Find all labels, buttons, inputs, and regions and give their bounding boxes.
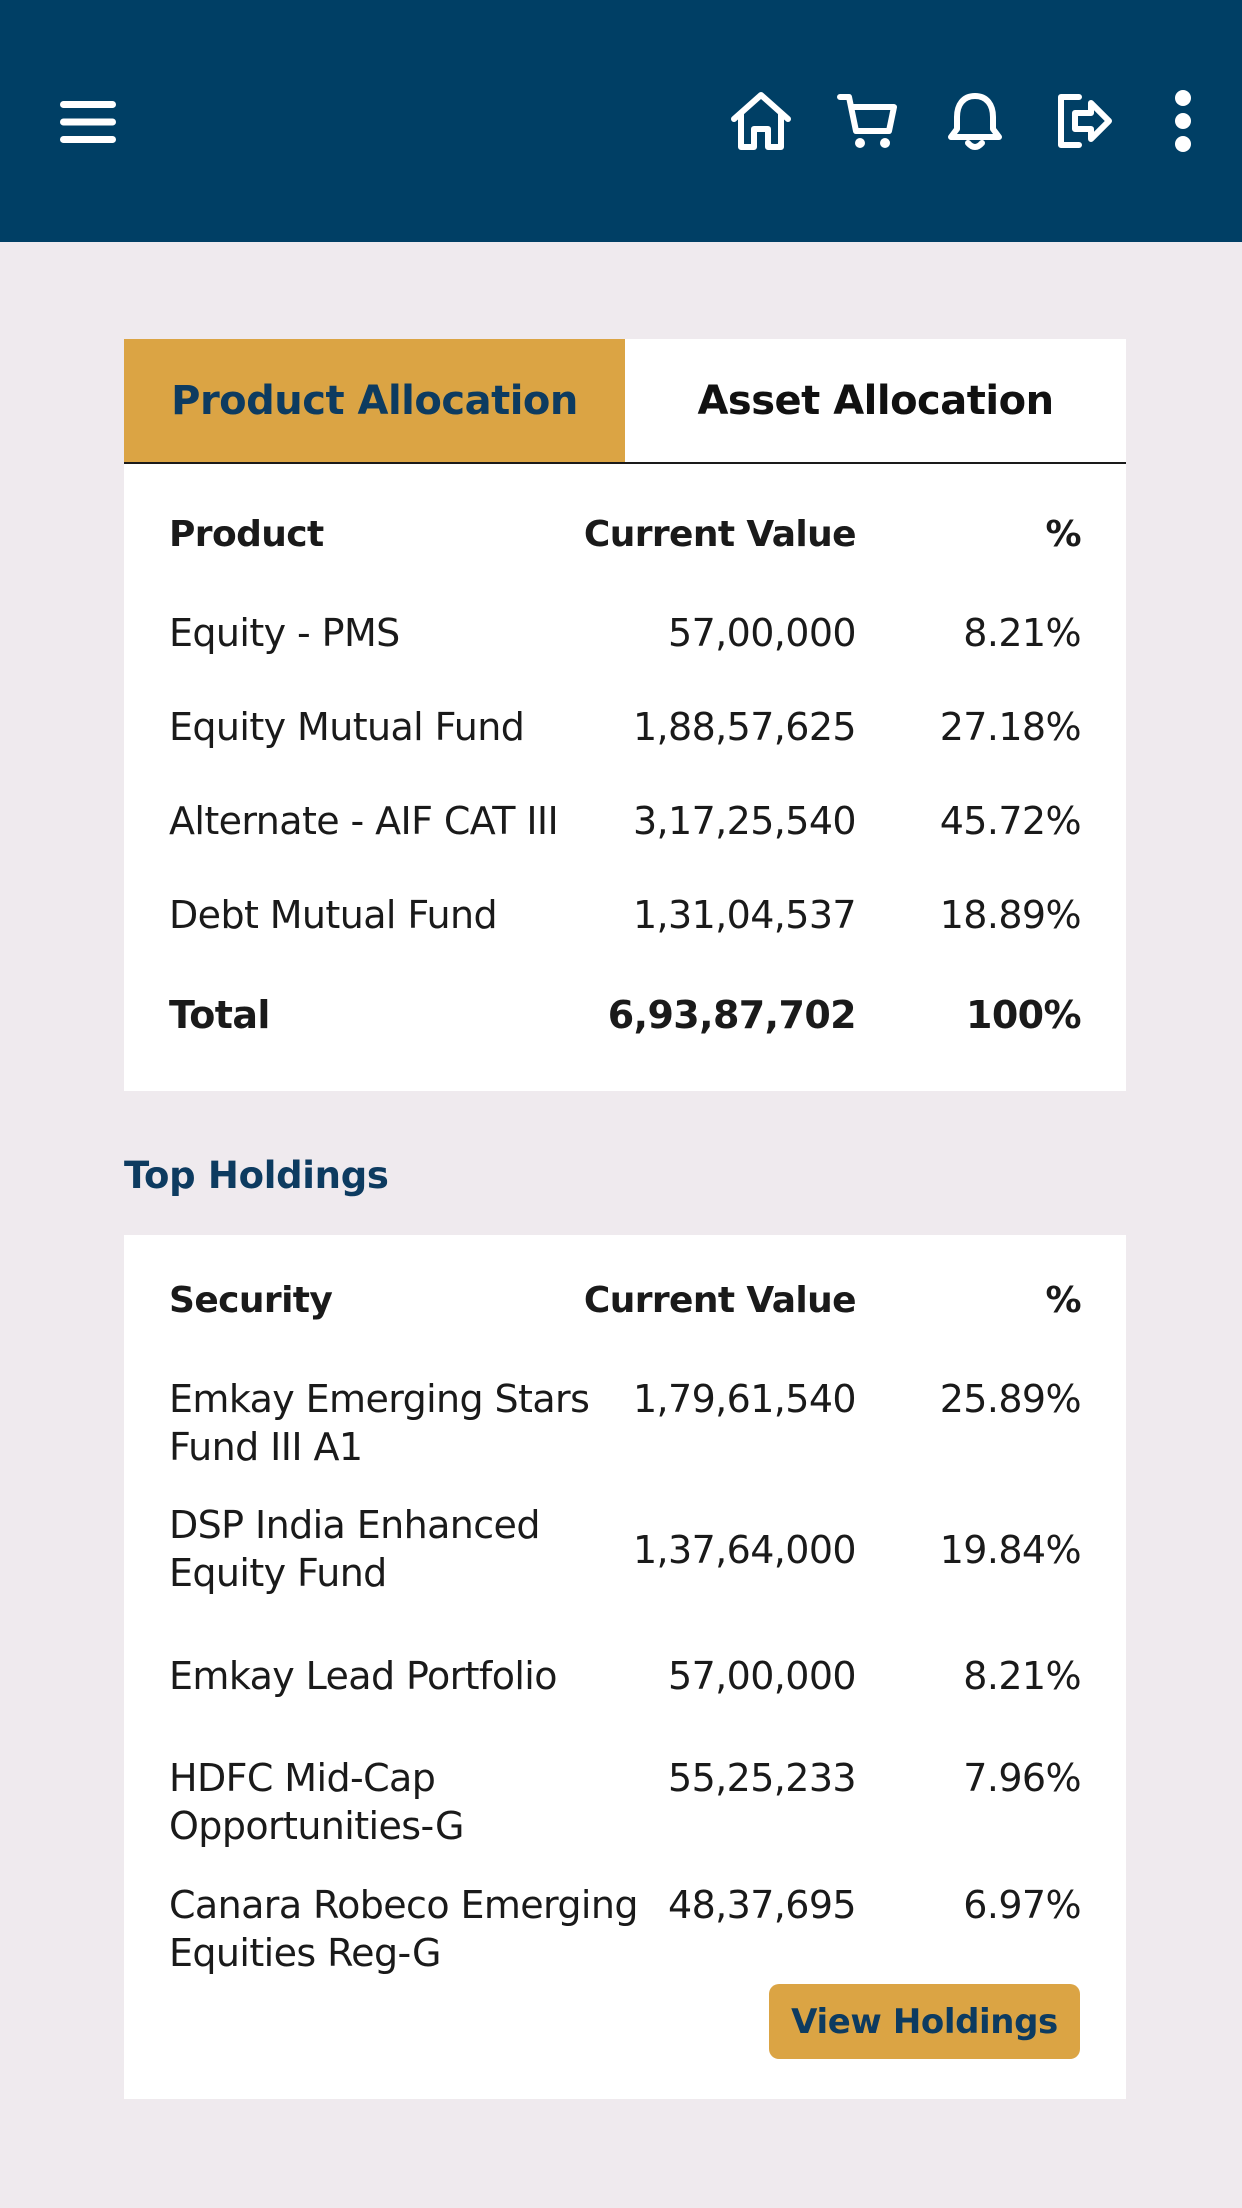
tab-product-allocation[interactable]: Product Allocation <box>124 339 625 462</box>
security-name: DSP India Enhanced Equity Fund <box>169 1503 540 1595</box>
product-name: Equity - PMS <box>169 611 400 655</box>
security-name: HDFC Mid-Cap Opportunities-G <box>169 1756 464 1848</box>
holdings-card: Security Current Value % Emkay Emerging … <box>124 1235 1126 2099</box>
security-value: 57,00,000 <box>668 1654 857 1698</box>
product-value: 1,88,57,625 <box>632 705 857 749</box>
product-name: Alternate - AIF CAT III <box>169 799 559 843</box>
product-value: 3,17,25,540 <box>632 799 857 843</box>
menu-icon[interactable] <box>56 96 120 148</box>
security-name: Canara Robeco Emerging Equities Reg-G <box>169 1883 638 1975</box>
app-bar <box>0 0 1242 242</box>
security-percent: 19.84% <box>939 1528 1082 1572</box>
security-percent: 6.97% <box>963 1883 1081 1927</box>
allocation-tabs: Product Allocation Asset Allocation <box>124 339 1126 464</box>
column-header-security: Security <box>169 1280 333 1321</box>
product-value: 57,00,000 <box>668 611 857 655</box>
column-header-percent: % <box>1045 1280 1082 1321</box>
total-value: 6,93,87,702 <box>607 993 857 1037</box>
logout-icon[interactable] <box>1052 90 1114 152</box>
security-percent: 8.21% <box>963 1654 1081 1698</box>
security-value: 1,37,64,000 <box>632 1528 857 1572</box>
total-label: Total <box>169 993 270 1037</box>
product-value: 1,31,04,537 <box>632 893 857 937</box>
security-percent: 7.96% <box>963 1756 1081 1800</box>
security-percent: 25.89% <box>939 1377 1082 1421</box>
bell-icon[interactable] <box>944 90 1006 152</box>
home-icon[interactable] <box>728 90 794 152</box>
column-header-current-value: Current Value <box>583 514 857 555</box>
total-percent: 100% <box>966 993 1082 1037</box>
security-name: Emkay Lead Portfolio <box>169 1654 558 1698</box>
tab-asset-allocation[interactable]: Asset Allocation <box>625 339 1126 462</box>
column-header-product: Product <box>169 514 324 555</box>
security-value: 55,25,233 <box>668 1756 857 1800</box>
column-header-current-value: Current Value <box>583 1280 857 1321</box>
security-value: 1,79,61,540 <box>632 1377 857 1421</box>
cart-icon[interactable] <box>836 90 900 152</box>
top-holdings-title: Top Holdings <box>124 1154 389 1197</box>
product-name: Equity Mutual Fund <box>169 705 525 749</box>
more-vertical-icon[interactable] <box>1166 88 1200 154</box>
product-percent: 18.89% <box>939 893 1082 937</box>
security-value: 48,37,695 <box>668 1883 857 1927</box>
product-percent: 45.72% <box>939 799 1082 843</box>
security-name: Emkay Emerging Stars Fund III A1 <box>169 1377 590 1469</box>
column-header-percent: % <box>1045 514 1082 555</box>
product-name: Debt Mutual Fund <box>169 893 498 937</box>
product-percent: 8.21% <box>963 611 1081 655</box>
allocation-card: Product Allocation Asset Allocation Prod… <box>124 339 1126 1091</box>
product-percent: 27.18% <box>939 705 1082 749</box>
view-holdings-button[interactable]: View Holdings <box>769 1984 1080 2059</box>
